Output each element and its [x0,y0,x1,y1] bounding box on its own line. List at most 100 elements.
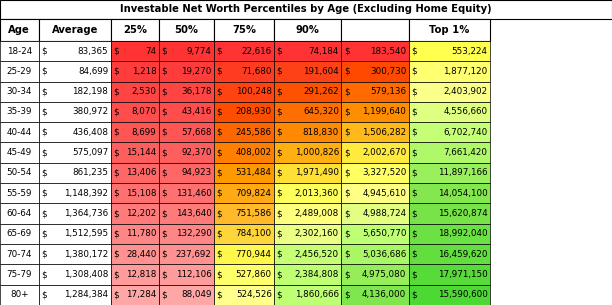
Bar [409,61,490,81]
Text: 83,365: 83,365 [78,47,108,56]
Text: 784,100: 784,100 [236,229,272,239]
Text: $: $ [344,128,349,137]
Text: $: $ [113,47,119,56]
Bar [0,81,39,102]
Text: $: $ [411,107,417,117]
Text: $: $ [162,250,167,259]
Text: 5,036,686: 5,036,686 [362,250,406,259]
Bar [341,142,409,163]
Text: $: $ [41,270,47,279]
Text: 1,199,640: 1,199,640 [362,107,406,117]
Text: $: $ [217,87,222,96]
Bar [341,183,409,203]
Bar [0,61,39,81]
Text: 245,586: 245,586 [236,128,272,137]
Text: 9,774: 9,774 [187,47,212,56]
Text: 1,506,282: 1,506,282 [362,128,406,137]
Text: 57,668: 57,668 [181,128,212,137]
Text: 709,824: 709,824 [236,189,272,198]
Bar [111,41,159,61]
Bar [111,163,159,183]
Text: $: $ [113,168,119,178]
Bar [214,163,274,183]
Bar [39,102,111,122]
Text: $: $ [217,168,222,178]
Text: 818,830: 818,830 [303,128,339,137]
Text: $: $ [344,189,349,198]
Bar [39,142,111,163]
Bar [409,142,490,163]
Text: $: $ [411,229,417,239]
Text: $: $ [217,67,222,76]
Bar [111,102,159,122]
Text: $: $ [162,67,167,76]
Text: $: $ [344,209,349,218]
Text: $: $ [411,189,417,198]
Text: 25-29: 25-29 [7,67,32,76]
Text: $: $ [277,107,282,117]
Bar [0,244,39,264]
Text: $: $ [344,47,349,56]
Text: 11,780: 11,780 [126,229,157,239]
Bar [0,264,39,285]
Bar [214,19,274,41]
Text: 43,416: 43,416 [181,107,212,117]
Text: $: $ [113,290,119,299]
Text: $: $ [217,128,222,137]
Bar [0,0,612,19]
Bar [214,61,274,81]
Text: 1,860,666: 1,860,666 [295,290,339,299]
Bar [111,142,159,163]
Text: $: $ [277,67,282,76]
Text: 8,699: 8,699 [132,128,157,137]
Bar [159,244,214,264]
Bar [39,61,111,81]
Text: 3,327,520: 3,327,520 [362,168,406,178]
Text: 8,070: 8,070 [132,107,157,117]
Text: 2,384,808: 2,384,808 [294,270,339,279]
Bar [0,102,39,122]
Text: 2,403,902: 2,403,902 [444,87,488,96]
Text: $: $ [41,229,47,239]
Text: 112,106: 112,106 [176,270,212,279]
Bar [274,142,341,163]
Text: 70-74: 70-74 [7,250,32,259]
Bar [111,81,159,102]
Text: $: $ [113,229,119,239]
Bar [274,285,341,305]
Text: 2,013,360: 2,013,360 [295,189,339,198]
Text: 2,530: 2,530 [132,87,157,96]
Text: $: $ [277,189,282,198]
Text: 17,284: 17,284 [126,290,157,299]
Text: 2,002,670: 2,002,670 [362,148,406,157]
Text: $: $ [162,128,167,137]
Bar [0,41,39,61]
Text: $: $ [277,47,282,56]
Text: 408,002: 408,002 [236,148,272,157]
Bar [39,41,111,61]
Text: 65-69: 65-69 [7,229,32,239]
Text: 1,000,826: 1,000,826 [295,148,339,157]
Bar [111,244,159,264]
Bar [111,224,159,244]
Bar [159,264,214,285]
Text: 15,620,874: 15,620,874 [438,209,488,218]
Text: $: $ [41,67,47,76]
Text: $: $ [41,87,47,96]
Text: $: $ [411,47,417,56]
Text: 6,702,740: 6,702,740 [444,128,488,137]
Bar [39,122,111,142]
Text: 1,364,736: 1,364,736 [64,209,108,218]
Text: $: $ [411,87,417,96]
Text: 28,440: 28,440 [126,250,157,259]
Bar [214,102,274,122]
Text: $: $ [41,47,47,56]
Text: 4,988,724: 4,988,724 [362,209,406,218]
Text: 13,406: 13,406 [126,168,157,178]
Bar [159,203,214,224]
Bar [159,142,214,163]
Text: 30-34: 30-34 [7,87,32,96]
Bar [409,122,490,142]
Bar [274,224,341,244]
Text: $: $ [277,209,282,218]
